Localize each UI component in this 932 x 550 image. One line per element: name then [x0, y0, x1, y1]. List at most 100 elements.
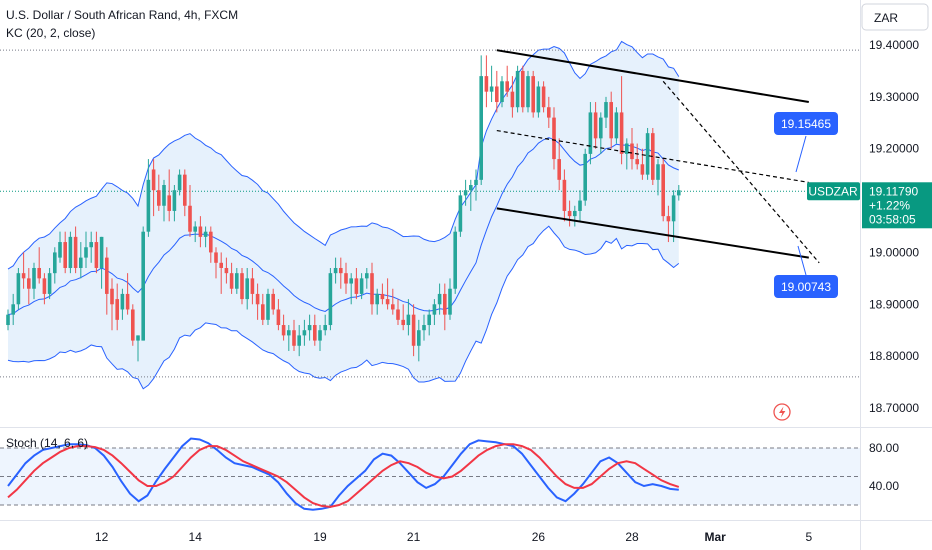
candle-body [510, 91, 515, 108]
candle-body [167, 195, 171, 211]
candle-body [552, 117, 556, 160]
candle-body [292, 330, 296, 346]
candle-body [458, 195, 463, 232]
candle-body [557, 159, 561, 180]
candle-body [547, 107, 551, 118]
candle-body [27, 278, 31, 289]
stoch-tick-label: 80.00 [869, 441, 899, 455]
candle-body [661, 164, 665, 217]
candle-body [53, 252, 57, 274]
symbol-tag-label: USDZAR [808, 184, 858, 198]
candle-body [666, 216, 671, 222]
candle-body [375, 293, 379, 305]
candle-body [448, 288, 452, 315]
candle-body [630, 143, 634, 160]
candle-body [604, 102, 608, 118]
candle-body [619, 112, 624, 154]
chart-title: U.S. Dollar / South African Rand, 4h, FX… [6, 8, 238, 22]
candle-body [42, 278, 47, 294]
symbol-tag [807, 182, 860, 201]
last-price-change: +1.22% [869, 198, 910, 212]
time-tick-label: 26 [532, 530, 546, 544]
candle-body [146, 179, 151, 232]
candle-body [531, 76, 535, 113]
time-tick-label: 12 [95, 530, 109, 544]
candle-body [125, 293, 130, 310]
candle-body [73, 236, 78, 268]
candle-body [307, 325, 312, 331]
candle-body [484, 76, 489, 92]
candle-body [47, 273, 52, 294]
candle-body [536, 86, 541, 113]
candle-body [495, 86, 499, 103]
candle-body [229, 273, 234, 289]
candle-body [32, 267, 36, 289]
candle-body [302, 330, 307, 336]
lower-band [7, 225, 680, 390]
price-tag-lower [774, 275, 838, 298]
candle-body [271, 293, 275, 310]
price-tag-upper [774, 112, 838, 135]
candle-body [105, 257, 109, 294]
candle-body [453, 231, 457, 289]
candle-body [614, 112, 619, 139]
candle-body [136, 335, 140, 341]
price-tick-label: 19.00000 [869, 245, 919, 259]
candle-body [219, 262, 223, 268]
candle-body [255, 293, 260, 305]
candle-body [385, 299, 390, 305]
candle-body [463, 190, 468, 196]
candle-body [99, 236, 104, 268]
price-tag-upper-label: 19.15465 [781, 117, 831, 131]
price-tick-label: 19.20000 [869, 142, 919, 156]
candle-body [505, 81, 509, 92]
candle-body [245, 278, 249, 300]
indicator-label: KC (20, 2, close) [6, 26, 95, 40]
candle-body [645, 133, 650, 175]
candle-body [318, 330, 322, 341]
candle-body [380, 293, 385, 300]
time-tick-label: Mar [705, 530, 727, 544]
candle-body [203, 231, 208, 237]
candle-body [68, 236, 73, 268]
candle-body [37, 267, 41, 279]
candle-body [214, 252, 218, 263]
svg-text:ZAR: ZAR [874, 11, 898, 25]
candle-body [583, 153, 587, 201]
currency-button[interactable]: ZAR [861, 3, 929, 31]
candle-body [432, 304, 437, 315]
candle-body [89, 242, 93, 248]
candle-body [573, 210, 577, 217]
candle-body [58, 242, 62, 258]
candle-body [370, 273, 374, 305]
candle-body [567, 210, 572, 217]
candle-body [359, 278, 364, 294]
candle-body [177, 174, 182, 191]
candle-body [250, 278, 255, 294]
candle-body [651, 133, 655, 180]
candle-body [240, 273, 244, 300]
candle-body [276, 309, 281, 326]
candle-body [110, 288, 114, 305]
candle-body [411, 314, 416, 346]
candle-body [609, 102, 613, 139]
candle-body [281, 325, 286, 336]
callout-leader [797, 245, 807, 276]
channel-upper-line [496, 49, 809, 104]
candle-body [313, 325, 317, 341]
upper-band [7, 40, 680, 270]
last-price-tag [862, 182, 932, 229]
candle-body [141, 231, 145, 341]
candle-body [328, 273, 333, 326]
channel-fill [8, 41, 679, 389]
candle-body [224, 267, 229, 274]
price-tick-label: 18.70000 [869, 401, 919, 415]
candle-body [656, 164, 660, 180]
lightning-icon[interactable] [773, 403, 791, 421]
time-tick-label: 14 [189, 530, 203, 544]
middle-band [7, 137, 679, 316]
candle-body [578, 200, 582, 211]
candle-body [406, 314, 411, 326]
candle-body [297, 335, 301, 346]
